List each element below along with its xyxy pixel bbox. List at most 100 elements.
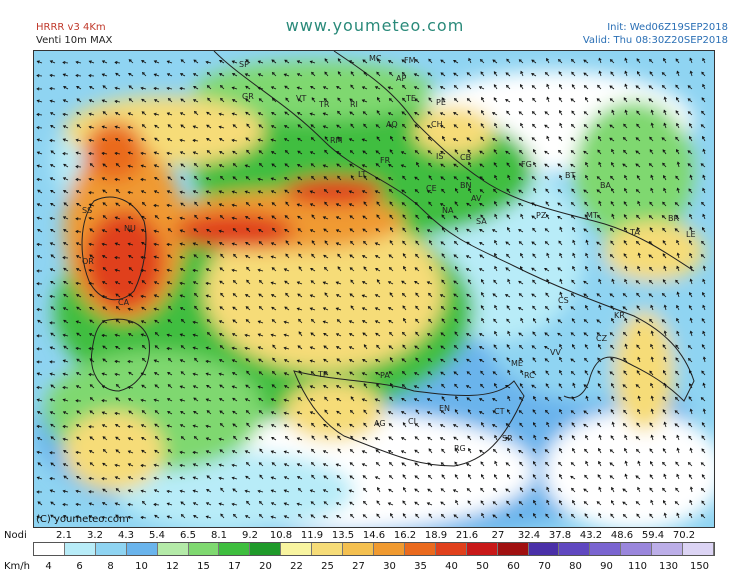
- wind-arrow: [154, 281, 160, 285]
- wind-arrow-head: [180, 371, 184, 375]
- wind-arrow: [571, 124, 576, 129]
- wind-arrow: [467, 319, 472, 324]
- wind-arrow-head: [375, 268, 379, 271]
- wind-arrow-head: [478, 398, 483, 402]
- wind-arrow: [349, 228, 355, 233]
- wind-arrow: [323, 358, 329, 363]
- wind-arrow: [50, 177, 56, 181]
- wind-arrow-head: [675, 110, 679, 114]
- wind-arrow-head: [479, 150, 483, 154]
- wind-arrow: [479, 203, 485, 207]
- wind-arrow-head: [429, 265, 433, 270]
- wind-arrow: [167, 281, 173, 285]
- wind-arrow: [337, 253, 342, 259]
- wind-arrow: [466, 176, 472, 181]
- wind-arrow: [167, 334, 173, 337]
- wind-arrow-head: [283, 463, 287, 467]
- wind-arrow-head: [350, 123, 354, 127]
- wind-arrow: [661, 319, 667, 324]
- wind-arrow: [559, 110, 563, 116]
- wind-arrow-head: [453, 371, 457, 375]
- wind-arrow-head: [246, 266, 250, 270]
- wind-arrow: [102, 306, 108, 311]
- wind-arrow: [402, 253, 407, 259]
- wind-arrow: [427, 411, 433, 415]
- wind-arrow-head: [402, 97, 406, 101]
- color-swatch: [404, 543, 436, 555]
- wind-arrow: [635, 280, 641, 285]
- wind-arrow: [467, 149, 472, 155]
- wind-arrow-head: [62, 424, 66, 429]
- wind-arrow: [233, 163, 238, 168]
- wind-arrow-head: [153, 294, 157, 298]
- wind-arrow-head: [36, 372, 40, 376]
- wind-arrow-head: [558, 396, 562, 400]
- wind-arrow-head: [441, 474, 445, 478]
- wind-arrow-head: [49, 73, 53, 78]
- wind-arrow: [245, 437, 251, 441]
- wind-arrow-head: [153, 112, 157, 116]
- wind-arrow-head: [154, 215, 158, 219]
- wind-arrow: [703, 266, 706, 272]
- wind-arrow-head: [310, 501, 314, 505]
- wind-arrow-head: [426, 398, 431, 402]
- wind-arrow-head: [49, 268, 53, 272]
- wind-arrow-head: [246, 279, 250, 283]
- wind-arrow-head: [559, 513, 562, 517]
- wind-arrow: [362, 437, 368, 441]
- wind-arrow-head: [649, 266, 653, 270]
- wind-arrow-head: [219, 84, 223, 88]
- wind-arrow: [401, 437, 407, 441]
- wind-arrow-head: [478, 411, 483, 415]
- wind-arrow: [127, 361, 134, 363]
- wind-arrow-head: [622, 501, 626, 505]
- wind-arrow: [687, 85, 693, 90]
- wind-arrow: [88, 75, 95, 77]
- wind-arrow: [155, 345, 160, 350]
- wind-arrow: [271, 306, 277, 311]
- wind-arrow-head: [270, 190, 275, 194]
- wind-arrow-head: [597, 474, 601, 478]
- wind-arrow: [429, 240, 433, 246]
- wind-arrow: [676, 71, 680, 77]
- wind-arrow: [349, 423, 355, 428]
- wind-arrow-head: [544, 449, 548, 453]
- wind-arrow: [676, 318, 680, 324]
- wind-arrow-head: [611, 278, 615, 282]
- wind-arrow: [585, 97, 589, 103]
- wind-arrow-head: [662, 240, 666, 244]
- wind-arrow-head: [102, 111, 106, 115]
- wind-arrow: [102, 255, 108, 259]
- wind-arrow: [193, 397, 199, 402]
- wind-arrow: [571, 293, 576, 298]
- wind-arrow-head: [167, 97, 171, 102]
- wind-arrow: [310, 61, 316, 64]
- wind-arrow: [128, 386, 134, 389]
- wind-arrow-head: [466, 345, 470, 349]
- wind-arrow: [649, 136, 654, 142]
- wind-arrow-head: [663, 512, 667, 516]
- wind-arrow: [506, 357, 511, 363]
- wind-arrow: [90, 462, 95, 467]
- wind-arrow-head: [413, 398, 418, 402]
- wind-arrow-head: [232, 150, 236, 154]
- wind-arrow: [441, 97, 446, 103]
- wind-arrow: [571, 435, 576, 441]
- wind-arrow: [401, 358, 407, 363]
- wind-arrow-head: [596, 227, 600, 231]
- wind-arrow: [324, 292, 329, 298]
- knots-tick: 37.8: [548, 530, 572, 541]
- wind-arrow: [375, 86, 381, 90]
- wind-arrow: [232, 217, 238, 220]
- wind-arrow-head: [570, 475, 574, 479]
- wind-arrow-head: [453, 97, 457, 101]
- wind-arrow: [194, 358, 199, 363]
- wind-arrow: [180, 139, 186, 142]
- wind-arrow-head: [415, 357, 419, 361]
- wind-arrow: [258, 112, 264, 116]
- wind-arrow-head: [101, 477, 105, 481]
- wind-arrow: [610, 435, 615, 441]
- wind-arrow: [388, 436, 394, 441]
- wind-arrow: [140, 178, 147, 181]
- wind-arrow-head: [363, 240, 367, 244]
